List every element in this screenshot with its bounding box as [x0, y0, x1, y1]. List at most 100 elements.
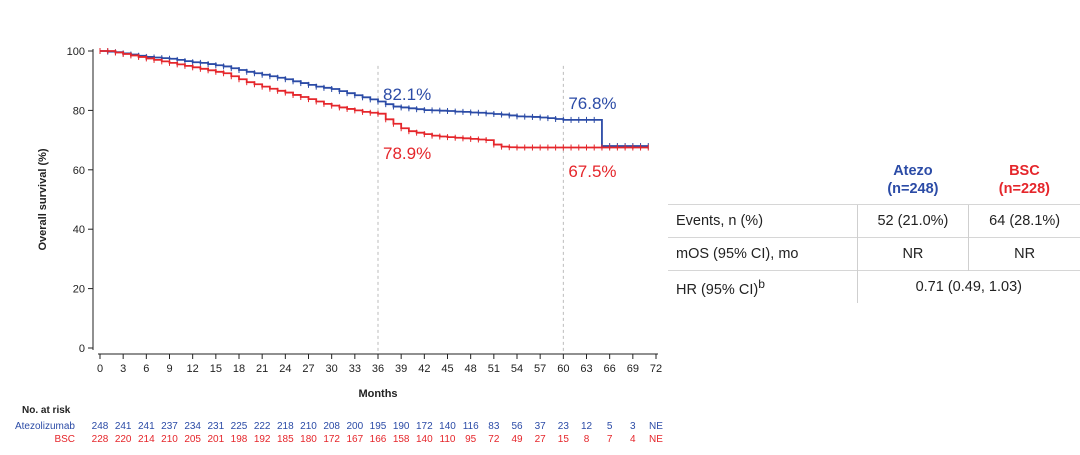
summary-header-blank: [668, 160, 857, 205]
risk-count: 205: [184, 434, 201, 445]
x-tick-label: 63: [580, 363, 592, 375]
risk-count: NE: [649, 421, 663, 432]
x-axis-title: Months: [358, 388, 397, 400]
risk-count: 37: [535, 421, 547, 432]
x-tick-label: 24: [279, 363, 291, 375]
x-tick-label: 33: [349, 363, 361, 375]
survival-annotation: 67.5%: [568, 162, 616, 181]
risk-count: 140: [416, 434, 433, 445]
y-tick-label: 100: [67, 46, 85, 58]
risk-count: 110: [440, 434, 456, 445]
x-tick-label: 9: [166, 363, 172, 375]
reference-lines: [377, 65, 564, 352]
mos-bsc: NR: [968, 237, 1080, 271]
risk-count: 220: [115, 434, 132, 445]
hr-value: 0.71 (0.49, 1.03): [856, 270, 1080, 303]
x-tick-label: 15: [210, 363, 222, 375]
risk-count: 201: [207, 434, 224, 445]
risk-count: 195: [370, 421, 387, 432]
x-tick-label: 45: [441, 363, 453, 375]
x-tick-label: 6: [143, 363, 149, 375]
risk-count: 83: [488, 421, 500, 432]
risk-count: 27: [535, 434, 547, 445]
x-tick-label: 27: [302, 363, 314, 375]
risk-count: 237: [161, 421, 178, 432]
hr-label-footnote: b: [758, 276, 765, 291]
survival-curves: [99, 48, 649, 151]
risk-count: 231: [207, 421, 224, 432]
annotations: 82.1% 78.9% 76.8% 67.5%: [383, 85, 617, 181]
mos-label: mOS (95% CI), mo: [668, 237, 858, 271]
risk-count: 166: [370, 434, 387, 445]
risk-table: Atezolizumab 248 241 241 237 234 231 225 222 218 2…: [15, 421, 663, 445]
summary-header-row: Atezo (n=248) BSC (n=228): [668, 160, 1080, 205]
risk-count: 158: [393, 434, 410, 445]
bsc-header-n: (n=228): [998, 181, 1050, 197]
risk-count: 241: [115, 421, 132, 432]
y-axis-title: Overall survival (%): [37, 148, 49, 250]
risk-count: 190: [393, 421, 410, 432]
x-tick-label: 57: [534, 363, 546, 375]
risk-count: 49: [511, 434, 523, 445]
x-tick-label: 66: [604, 363, 616, 375]
risk-count: 72: [488, 434, 500, 445]
risk-count: NE: [649, 434, 663, 445]
risk-count: 56: [511, 421, 523, 432]
x-tick-label: 3: [120, 363, 126, 375]
risk-count: 5: [607, 421, 613, 432]
risk-count: 208: [323, 421, 340, 432]
hr-row: HR (95% CI)b 0.71 (0.49, 1.03): [668, 270, 1080, 303]
risk-count: 167: [346, 434, 363, 445]
x-tick-label: 69: [627, 363, 639, 375]
risk-count: 214: [138, 434, 155, 445]
x-tick-label: 30: [326, 363, 338, 375]
x-tick-label: 42: [418, 363, 430, 375]
atezo-header-n: (n=248): [887, 181, 939, 197]
mos-row: mOS (95% CI), mo NR NR: [668, 237, 1080, 271]
hr-label-text: HR (95% CI): [676, 281, 759, 298]
atezo-header-name: Atezo: [893, 163, 933, 179]
risk-count: 200: [346, 421, 363, 432]
x-tick-label: 39: [395, 363, 407, 375]
mos-atezo: NR: [856, 237, 969, 271]
events-row: Events, n (%) 52 (21.0%) 64 (28.1%): [668, 204, 1080, 238]
risk-count: 180: [300, 434, 317, 445]
risk-count: 4: [630, 434, 636, 445]
risk-count: 210: [161, 434, 178, 445]
risk-count: 8: [584, 434, 590, 445]
bsc-column-header: BSC (n=228): [969, 160, 1080, 205]
atezo-column-header: Atezo (n=248): [857, 160, 969, 205]
risk-count: 172: [323, 434, 340, 445]
events-bsc: 64 (28.1%): [968, 204, 1080, 238]
bsc-header-name: BSC: [1009, 163, 1040, 179]
x-tick-label: 51: [488, 363, 500, 375]
x-tick-label: 60: [557, 363, 569, 375]
hr-label: HR (95% CI)b: [668, 270, 858, 303]
risk-count: 185: [277, 434, 294, 445]
risk-count: 12: [581, 421, 593, 432]
risk-count: 3: [630, 421, 636, 432]
y-tick-label: 20: [73, 284, 85, 296]
risk-count: 95: [465, 434, 477, 445]
risk-row-label: Atezolizumab: [15, 421, 75, 432]
survival-annotation: 82.1%: [383, 85, 431, 104]
risk-count: 198: [231, 434, 248, 445]
risk-table-title: No. at risk: [22, 405, 71, 416]
risk-count: 222: [254, 421, 271, 432]
risk-count: 210: [300, 421, 317, 432]
x-tick-label: 18: [233, 363, 245, 375]
risk-count: 116: [463, 421, 479, 432]
risk-row-label: BSC: [54, 434, 75, 445]
y-tick-label: 40: [73, 224, 85, 236]
y-tick-label: 60: [73, 165, 85, 177]
risk-count: 192: [254, 434, 271, 445]
risk-count: 15: [558, 434, 570, 445]
risk-count: 225: [231, 421, 248, 432]
risk-count: 228: [92, 434, 109, 445]
risk-count: 23: [558, 421, 570, 432]
risk-count: 248: [92, 421, 109, 432]
x-tick-label: 12: [187, 363, 199, 375]
survival-annotation: 76.8%: [568, 94, 616, 113]
risk-count: 140: [439, 421, 456, 432]
